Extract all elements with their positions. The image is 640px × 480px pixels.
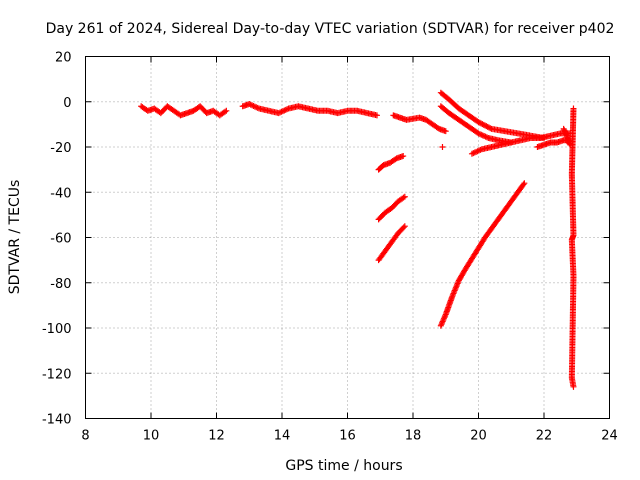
data-point <box>434 124 441 131</box>
data-point <box>570 383 577 390</box>
x-tick-label: 10 <box>143 429 160 444</box>
x-tick-label: 22 <box>536 429 553 444</box>
data-point <box>392 156 399 163</box>
chart-title: Day 261 of 2024, Sidereal Day-to-day VTE… <box>46 21 615 37</box>
data-point <box>485 124 492 131</box>
data-point <box>475 119 482 126</box>
data-point <box>401 193 408 200</box>
x-tick-label: 8 <box>81 429 89 444</box>
x-tick-label: 12 <box>208 429 225 444</box>
data-point <box>476 119 483 126</box>
series-arc-rise-3 <box>375 223 408 264</box>
data-point <box>561 127 568 134</box>
y-tick-label: -40 <box>50 186 71 201</box>
data-point <box>560 125 567 132</box>
axis-ticks: 8 10 12 14 16 18 20 22 24 20 0 -20 -40 -60 -80 -100 -120… <box>42 51 618 444</box>
data-point <box>373 112 380 119</box>
series-arc-band-3 <box>390 112 449 135</box>
series-arc-isolated <box>439 144 446 150</box>
data-point <box>442 128 449 135</box>
plot-frame <box>85 56 610 419</box>
y-tick-label: -20 <box>50 141 71 156</box>
series-arc-descend-2 <box>437 103 515 146</box>
data-point <box>561 128 568 135</box>
data-point <box>483 123 490 130</box>
data-point <box>478 120 485 127</box>
data-point <box>400 224 407 231</box>
series-arc-rise-2 <box>375 193 408 223</box>
data-point <box>223 107 230 114</box>
series-arc-band-2 <box>239 101 380 119</box>
data-point <box>484 123 491 130</box>
y-tick-label: -80 <box>50 277 71 292</box>
x-tick-label: 14 <box>274 429 291 444</box>
y-tick-label: 0 <box>63 96 71 111</box>
y-tick-label: -140 <box>42 413 72 428</box>
data-points <box>138 89 577 390</box>
data-point <box>482 122 489 129</box>
data-point <box>563 131 570 138</box>
series-arc-long-rise <box>437 180 528 329</box>
data-point <box>400 153 407 160</box>
data-point <box>520 181 527 188</box>
data-point <box>562 129 569 136</box>
data-point <box>479 121 486 128</box>
y-tick-label: -100 <box>42 322 72 337</box>
series-arc-main-band <box>138 103 230 119</box>
data-point <box>487 125 494 132</box>
data-point <box>439 144 446 150</box>
x-axis-label: GPS time / hours <box>285 458 402 474</box>
y-axis-label: SDTVAR / TECUs <box>7 180 23 295</box>
data-point <box>480 121 487 128</box>
x-tick-label: 24 <box>601 429 618 444</box>
data-point <box>222 108 229 115</box>
y-tick-label: -60 <box>50 232 71 247</box>
grid <box>85 56 610 419</box>
x-tick-label: 20 <box>470 429 487 444</box>
data-point <box>400 194 407 201</box>
y-tick-label: 20 <box>55 51 72 66</box>
series-arc-late-points <box>568 105 577 390</box>
x-tick-label: 18 <box>405 429 422 444</box>
data-point <box>566 140 573 147</box>
series-arc-rise-1 <box>375 153 407 173</box>
data-point <box>521 180 528 187</box>
y-tick-label: -120 <box>42 367 72 382</box>
x-tick-label: 16 <box>339 429 356 444</box>
data-point <box>401 223 408 230</box>
